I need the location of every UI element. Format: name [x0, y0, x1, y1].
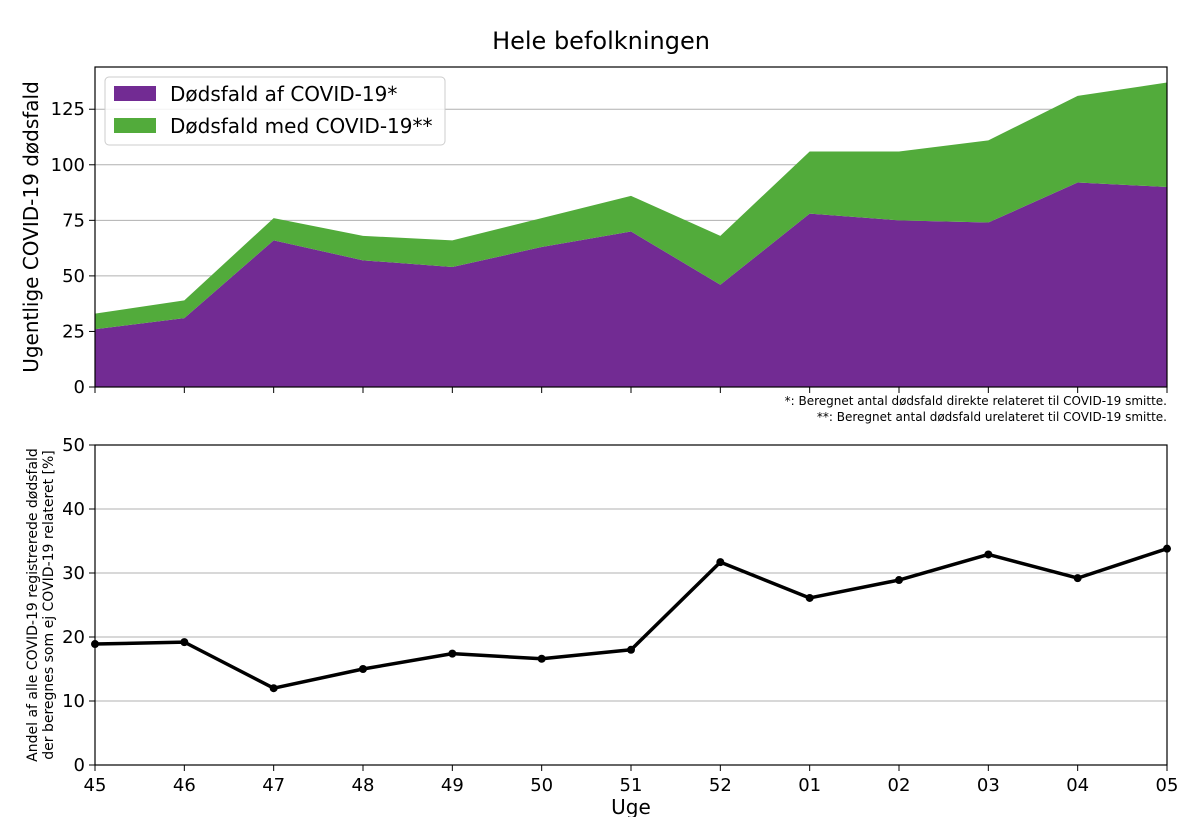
bottom-x-tick-label: 51 [620, 775, 643, 796]
bottom-y-tick-label: 30 [62, 563, 85, 584]
line-point [895, 576, 903, 585]
area-series-dodsfald-af [95, 182, 1167, 387]
bottom-y-tick-label: 20 [62, 627, 85, 648]
legend-swatch-dodsfald-med [114, 118, 156, 133]
top-panel: 0 25 50 75 100 125 Ugentlige COVID-19 dødsfal… [19, 66, 1168, 424]
line-series-andel [94, 547, 1168, 690]
legend-label-dodsfald-med: Dødsfald med COVID-19** [170, 114, 433, 138]
figure-title: Hele befolkningen [492, 27, 710, 55]
bottom-panel: 0 10 20 30 40 50 45 46 47 48 49 50 51 52 01 02 03 04 05 A… [25, 435, 1178, 817]
line-point [1073, 574, 1082, 583]
bottom-x-tick-label: 50 [530, 775, 553, 796]
bottom-y-tick-label: 40 [62, 499, 85, 520]
top-y-tick-label: 100 [51, 155, 85, 176]
top-y-axis-label: Ugentlige COVID-19 dødsfald [19, 81, 43, 373]
bottom-y-tick-label: 10 [62, 691, 85, 712]
top-y-tick-label: 125 [51, 99, 85, 120]
line-point [448, 649, 457, 658]
bottom-x-tick-label: 01 [798, 775, 821, 796]
bottom-gridlines [95, 508, 1167, 702]
bottom-x-ticks: 45 46 47 48 49 50 51 52 01 02 03 04 05 [84, 765, 1179, 796]
bottom-line-series [91, 544, 1171, 693]
line-point [716, 558, 725, 567]
footnote-2: **: Beregnet antal dødsfald urelateret t… [817, 410, 1167, 424]
top-y-tick-label: 75 [62, 210, 85, 231]
bottom-x-tick-label: 04 [1066, 775, 1089, 796]
bottom-x-tick-label: 03 [977, 775, 1000, 796]
top-y-tick-label: 50 [62, 266, 85, 287]
line-point [627, 645, 635, 654]
bottom-y-tick-label: 50 [62, 435, 85, 456]
line-point [180, 638, 189, 647]
footnote-1: *: Beregnet antal dødsfald direkte relat… [785, 394, 1167, 408]
bottom-y-ticks: 0 10 20 30 40 50 [62, 435, 95, 776]
bottom-x-tick-label: 48 [352, 775, 375, 796]
bottom-x-tick-label: 05 [1156, 775, 1179, 796]
bottom-y-tick-label: 0 [74, 755, 85, 776]
bottom-x-tick-label: 45 [84, 775, 107, 796]
top-y-ticks: 0 25 50 75 100 125 [51, 99, 95, 398]
top-y-tick-label: 0 [74, 377, 85, 398]
bottom-x-tick-label: 47 [262, 775, 285, 796]
legend-label-dodsfald-af: Dødsfald af COVID-19* [170, 82, 397, 106]
top-y-tick-label: 25 [62, 321, 85, 342]
area-series-dodsfald-med [95, 82, 1167, 330]
bottom-x-tick-label: 52 [709, 775, 732, 796]
bottom-x-tick-label: 02 [888, 775, 911, 796]
line-point [805, 593, 814, 602]
line-point [984, 550, 993, 559]
top-stacked-areas [95, 82, 1167, 387]
bottom-x-tick-label: 46 [173, 775, 196, 796]
bottom-y-axis-label-line1: Andel af alle COVID-19 registrerede døds… [25, 448, 41, 762]
legend-swatch-dodsfald-af [114, 86, 156, 101]
top-x-ticks [94, 387, 1168, 393]
legend: Dødsfald af COVID-19* Dødsfald med COVID… [104, 76, 446, 146]
line-point [359, 665, 367, 673]
bottom-x-axis-label: Uge [611, 795, 651, 817]
bottom-x-tick-label: 49 [441, 775, 464, 796]
legend-box [104, 76, 446, 146]
bottom-y-axis-label-line2: der beregnes som ej COVID-19 relateret [… [41, 450, 57, 760]
line-point [537, 654, 546, 663]
line-point [269, 684, 278, 693]
bottom-plot-frame [94, 444, 1168, 766]
